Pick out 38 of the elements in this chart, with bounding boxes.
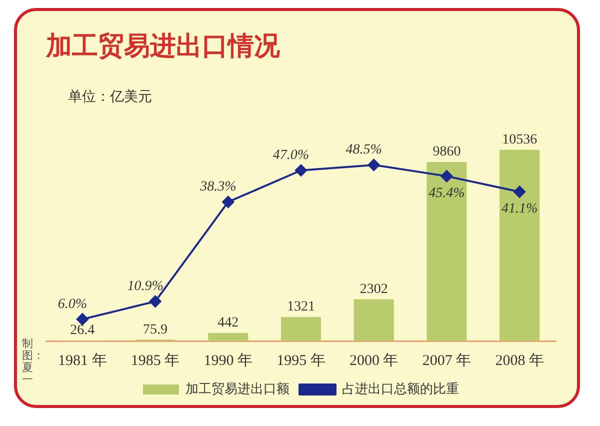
point xyxy=(368,158,380,171)
data-label: 2302 xyxy=(360,282,388,297)
point xyxy=(149,295,162,308)
data-label: 442 xyxy=(218,316,239,331)
legend-label: 加工贸易进出口额 xyxy=(186,382,290,397)
x-tick-label: 1990 年 xyxy=(204,352,253,369)
x-tick-label: 1981 年 xyxy=(58,352,107,369)
data-label: 38.3% xyxy=(199,180,236,195)
point xyxy=(222,196,234,208)
bar xyxy=(208,332,248,341)
text: 单位：亿美元 xyxy=(68,88,152,106)
bar xyxy=(426,162,467,341)
data-label: 45.4% xyxy=(428,186,465,201)
chart-title: 加工贸易进出口情况 xyxy=(45,31,281,62)
text: 制图：夏一 xyxy=(22,337,44,386)
x-tick-label: 2007 年 xyxy=(422,352,472,369)
data-label: 6.0% xyxy=(58,296,88,312)
legend-label: 占进出口总额的比重 xyxy=(342,382,459,397)
point xyxy=(440,170,453,182)
point xyxy=(295,164,307,176)
x-tick-label: 1985 年 xyxy=(130,352,180,369)
data-label: 10.9% xyxy=(127,279,164,294)
bar xyxy=(280,317,322,341)
data-label: 26.4 xyxy=(70,323,95,338)
x-tick-label: 2008 年 xyxy=(495,352,544,369)
x-tick-label: 1995 年 xyxy=(276,352,326,369)
data-label: 41.1% xyxy=(501,201,538,216)
x-tick-label: 2000 年 xyxy=(349,352,398,369)
data-label: 9860 xyxy=(432,144,461,160)
bar xyxy=(500,150,540,341)
data-label: 1321 xyxy=(287,300,315,315)
bar xyxy=(354,299,394,341)
data-label: 75.9 xyxy=(143,322,168,338)
data-label: 47.0% xyxy=(272,148,310,164)
point xyxy=(76,313,88,326)
data-label: 48.5% xyxy=(346,142,382,158)
data-label: 10536 xyxy=(502,132,538,148)
point xyxy=(514,186,526,198)
